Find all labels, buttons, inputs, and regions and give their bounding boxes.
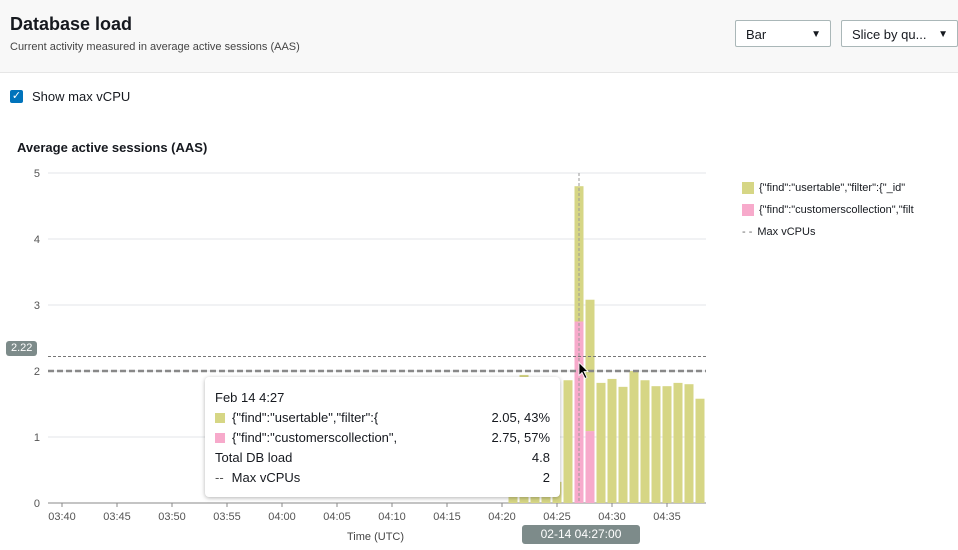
legend-item[interactable]: - - Max vCPUs [742, 221, 914, 243]
bar-segment [596, 382, 606, 503]
tooltip-row: {"find":"customerscollection", 2.75, 57% [215, 430, 550, 445]
crosshair-y-label: 2.22 [6, 341, 38, 356]
legend-item[interactable]: {"find":"usertable","filter":{"_id" [742, 177, 914, 199]
bar-segment [684, 384, 694, 503]
y-tick-label: 0 [34, 498, 40, 510]
x-tick-label: 04:05 [323, 511, 351, 523]
bar-segment [640, 380, 650, 503]
tooltip-value: 2.05, 43% [491, 410, 550, 425]
x-tick-label: 03:40 [48, 511, 76, 523]
bar-segment [662, 386, 672, 503]
tooltip-label: {"find":"usertable","filter":{ [232, 410, 379, 425]
dashed-line-icon: -- [215, 470, 224, 485]
bar-segment [673, 382, 683, 503]
show-max-vcpu-checkbox[interactable]: ✓ [10, 90, 23, 103]
x-tick-label: 03:55 [213, 511, 241, 523]
legend: {"find":"usertable","filter":{"_id" {"fi… [742, 177, 914, 243]
legend-label: {"find":"customerscollection","filt [759, 204, 914, 216]
x-tick-label: 04:20 [488, 511, 516, 523]
tooltip-label: Total DB load [215, 450, 293, 465]
page-title: Database load [10, 14, 133, 34]
swatch [215, 432, 225, 443]
show-max-vcpu-label: Show max vCPU [32, 89, 131, 104]
tooltip-row: -- Max vCPUs 2 [215, 470, 550, 485]
bar-segment [618, 386, 628, 503]
slice-by-value: Slice by qu... [852, 27, 927, 42]
bar-segment [574, 321, 584, 503]
y-tick-label: 1 [34, 432, 40, 444]
bar-segment [585, 299, 595, 432]
x-tick-label: 04:25 [543, 511, 571, 523]
header: Database load Current activity measured … [0, 0, 958, 73]
caret-down-icon: ▼ [811, 29, 821, 40]
y-tick-label: 3 [34, 300, 40, 312]
x-tick-label: 03:50 [158, 511, 186, 523]
tooltip-value: 4.8 [531, 450, 550, 465]
bar-segment [651, 386, 661, 503]
x-tick-label: 04:00 [268, 511, 296, 523]
cursor-icon [578, 361, 589, 380]
bar-segment [585, 431, 595, 503]
legend-item[interactable]: {"find":"customerscollection","filt [742, 199, 914, 221]
crosshair-x-label: 02-14 04:27:00 [522, 525, 640, 544]
caret-down-icon: ▼ [938, 29, 948, 40]
dashed-line-icon: - - [742, 226, 753, 238]
x-tick-label: 04:10 [378, 511, 406, 523]
tooltip-title: Feb 14 4:27 [215, 390, 285, 405]
tooltip-label: {"find":"customerscollection", [232, 430, 398, 445]
x-tick-label: 04:30 [598, 511, 626, 523]
bar-segment [695, 398, 705, 503]
tooltip: Feb 14 4:27 {"find":"usertable","filter"… [205, 377, 560, 497]
y-tick-label: 2 [34, 366, 40, 378]
tooltip-value: 2 [542, 470, 550, 485]
x-tick-label: 04:15 [433, 511, 461, 523]
legend-label: Max vCPUs [757, 226, 816, 238]
tooltip-label: Max vCPUs [231, 470, 301, 485]
legend-label: {"find":"usertable","filter":{"_id" [759, 182, 906, 194]
y-tick-label: 4 [34, 234, 40, 246]
x-axis-title: Time (UTC) [347, 531, 405, 543]
tooltip-row: Total DB load 4.8 [215, 450, 550, 465]
tooltip-row: {"find":"usertable","filter":{ 2.05, 43% [215, 410, 550, 425]
x-tick-label: 04:35 [653, 511, 681, 523]
page-subtitle: Current activity measured in average act… [10, 41, 300, 53]
swatch [215, 412, 225, 423]
y-tick-label: 5 [34, 168, 40, 180]
bar-segment [607, 378, 617, 503]
bar-segment [563, 380, 573, 503]
legend-swatch [742, 182, 754, 194]
slice-by-select[interactable]: Slice by qu... ▼ [841, 20, 958, 47]
chart-title: Average active sessions (AAS) [17, 140, 208, 155]
bar-segment [629, 371, 639, 503]
tooltip-value: 2.75, 57% [491, 430, 550, 445]
chart-type-select[interactable]: Bar ▼ [735, 20, 831, 47]
legend-swatch [742, 204, 754, 216]
chart-type-value: Bar [746, 27, 767, 42]
x-tick-label: 03:45 [103, 511, 131, 523]
